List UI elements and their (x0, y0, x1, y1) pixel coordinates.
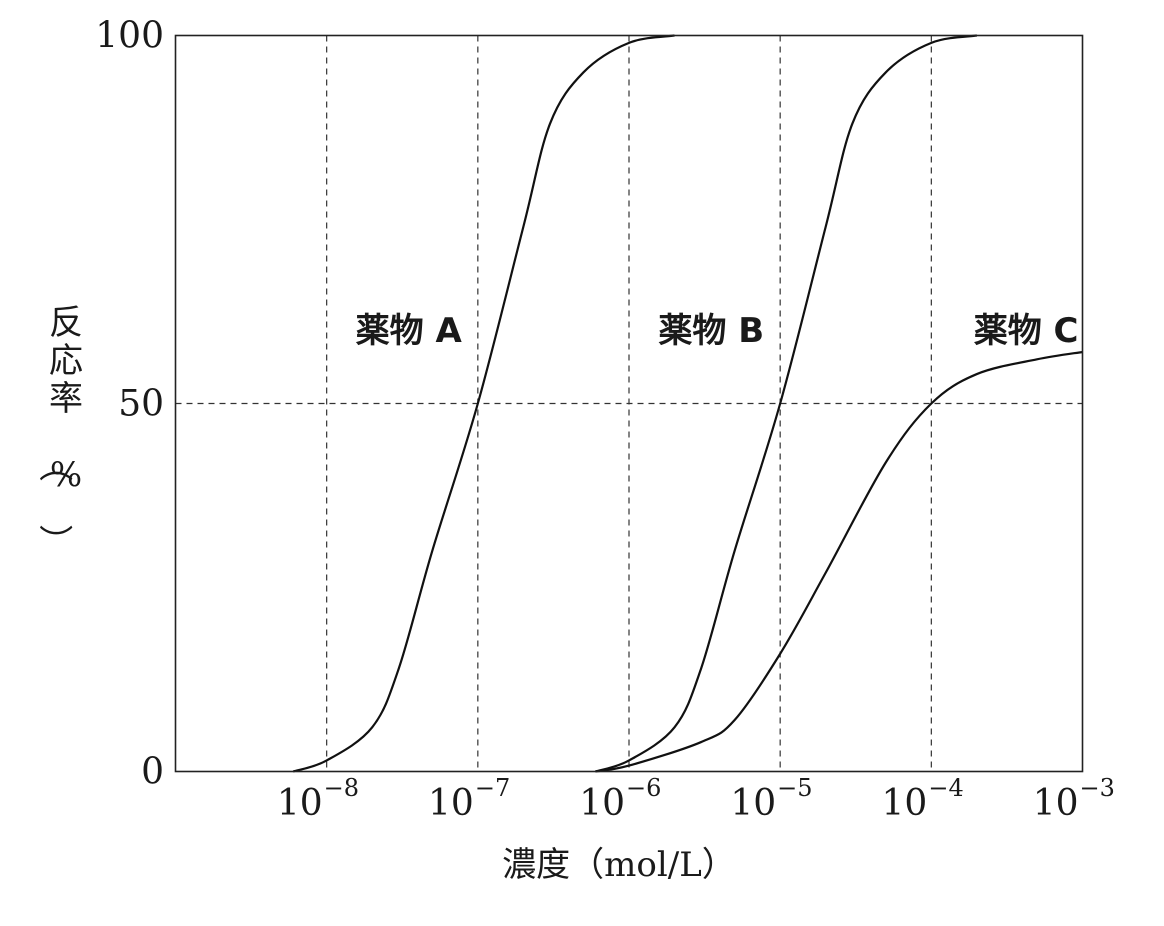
label-layer: 薬物 A 薬物 B 薬物 C (356, 311, 1079, 351)
series-label-drug-b: 薬物 B (658, 311, 764, 351)
x-tick-exponent: −7 (475, 774, 510, 802)
curve-drug-a (292, 34, 675, 773)
x-tick-exponent: −4 (928, 774, 963, 802)
x-tick-label: 10 −4 (882, 774, 964, 824)
x-tick-base: 10 (277, 783, 323, 824)
x-tick-label: 10 −8 (277, 774, 359, 824)
y-axis-title: 反応率（%） (34, 303, 83, 558)
curve-layer (292, 34, 1083, 773)
y-tick-label: 50 (118, 384, 164, 425)
x-tick-exponent: −8 (324, 774, 359, 802)
x-tick-base: 10 (882, 783, 928, 824)
axis-title-layer: 濃度（mol/L） 反応率（%） (34, 303, 736, 885)
x-tick-exponent: −5 (777, 774, 812, 802)
x-tick-base: 10 (1033, 783, 1079, 824)
curve-drug-b (595, 34, 978, 773)
x-tick-label: 10 −6 (579, 774, 661, 824)
series-label-drug-a: 薬物 A (356, 311, 463, 351)
plot-frame (174, 34, 1084, 773)
curve-drug-c (595, 350, 1083, 773)
grid-layer (175, 35, 1083, 772)
x-tick-exponent: −6 (626, 774, 661, 802)
x-tick-base: 10 (428, 783, 474, 824)
y-tick-label: 0 (141, 752, 164, 793)
x-tick-label: 10 −7 (428, 774, 510, 824)
x-tick-exponent: −3 (1080, 774, 1115, 802)
x-tick-label: 10 −3 (1033, 774, 1115, 824)
x-tick-base: 10 (579, 783, 625, 824)
y-tick-label: 100 (95, 16, 164, 57)
series-label-drug-c: 薬物 C (974, 311, 1079, 351)
x-tick-base: 10 (730, 783, 776, 824)
x-tick-label: 10 −5 (730, 774, 812, 824)
x-axis-title: 濃度（mol/L） (502, 845, 736, 885)
